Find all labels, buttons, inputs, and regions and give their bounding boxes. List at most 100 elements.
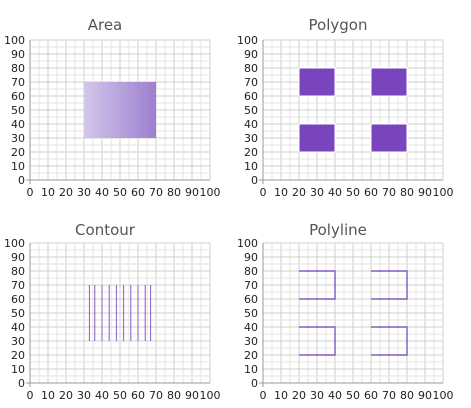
contour-ytick-label: 50 <box>11 307 25 320</box>
polygon-rect-3 <box>298 123 336 153</box>
contour-xtick-label: 30 <box>77 389 91 402</box>
polygon-ytick-label: 40 <box>244 118 258 131</box>
contour-ytick-label: 100 <box>4 237 25 250</box>
polyline-xtick-label: 100 <box>433 389 454 402</box>
contour-ytick-label: 0 <box>18 377 25 390</box>
polygon-ytick-label: 30 <box>244 132 258 145</box>
area-ytick-label: 40 <box>11 118 25 131</box>
area-xtick-label: 80 <box>167 186 181 199</box>
polygon-xtick-label: 20 <box>292 186 306 199</box>
contour-ytick-label: 10 <box>11 363 25 376</box>
polyline-ytick-label: 20 <box>244 349 258 362</box>
contour-ytick-label: 80 <box>11 265 25 278</box>
polyline-ytick-label: 60 <box>244 293 258 306</box>
contour-xtick-label: 80 <box>167 389 181 402</box>
polygon-rect-4 <box>370 123 408 153</box>
contour-ytick-label: 20 <box>11 349 25 362</box>
polygon-ytick-label: 80 <box>244 62 258 75</box>
polygon-ytick-label: 20 <box>244 146 258 159</box>
contour-xtick-label: 100 <box>200 389 221 402</box>
area-ytick-label: 90 <box>11 48 25 61</box>
contour-ytick-label: 90 <box>11 251 25 264</box>
area-xtick-label: 90 <box>185 186 199 199</box>
area-region <box>84 82 156 138</box>
polygon-xtick-label: 40 <box>328 186 342 199</box>
polygon-ytick-label: 10 <box>244 160 258 173</box>
polyline-chart-title: Polyline <box>309 221 367 239</box>
polygon-xtick-label: 30 <box>310 186 324 199</box>
polygon-xtick-label: 90 <box>418 186 432 199</box>
contour-xtick-label: 60 <box>131 389 145 402</box>
polyline-ytick-label: 30 <box>244 335 258 348</box>
polygon-xtick-label: 0 <box>260 186 267 199</box>
area-ytick-label: 30 <box>11 132 25 145</box>
contour-ytick-label: 30 <box>11 335 25 348</box>
area-ytick-label: 60 <box>11 90 25 103</box>
area-xtick-label: 30 <box>77 186 91 199</box>
area-ytick-label: 100 <box>4 34 25 47</box>
contour-xtick-label: 70 <box>149 389 163 402</box>
area-xtick-label: 50 <box>113 186 127 199</box>
polyline-gridlines <box>262 242 444 384</box>
contour-ytick-label: 70 <box>11 279 25 292</box>
area-xtick-label: 20 <box>59 186 73 199</box>
polyline-ytick-label: 100 <box>237 237 258 250</box>
polygon-rect-2 <box>370 67 408 97</box>
polyline-ytick-label: 70 <box>244 279 258 292</box>
polygon-rect-1 <box>298 67 336 97</box>
contour-xtick-label: 20 <box>59 389 73 402</box>
contour-ytick-label: 60 <box>11 293 25 306</box>
polygon-xtick-label: 80 <box>400 186 414 199</box>
polyline-ytick-label: 0 <box>251 377 258 390</box>
area-ytick-label: 70 <box>11 76 25 89</box>
polyline-xtick-label: 30 <box>310 389 324 402</box>
polyline-path-1 <box>299 270 336 300</box>
polyline-xtick-label: 20 <box>292 389 306 402</box>
contour-xtick-label: 0 <box>27 389 34 402</box>
contour-gridlines <box>29 242 211 384</box>
polyline-ytick-label: 10 <box>244 363 258 376</box>
area-gridlines <box>29 39 211 181</box>
area-ytick-label: 50 <box>11 104 25 117</box>
polyline-xtick-label: 90 <box>418 389 432 402</box>
contour-ytick-label: 40 <box>11 321 25 334</box>
area-xtick-label: 0 <box>27 186 34 199</box>
polyline-xtick-label: 50 <box>346 389 360 402</box>
polygon-ytick-label: 90 <box>244 48 258 61</box>
contour-xtick-label: 40 <box>95 389 109 402</box>
polyline-ytick-label: 90 <box>244 251 258 264</box>
polygon-xtick-label: 10 <box>274 186 288 199</box>
polygon-xtick-label: 50 <box>346 186 360 199</box>
polyline-path-3 <box>299 326 336 356</box>
contour-xtick-label: 50 <box>113 389 127 402</box>
area-xtick-label: 10 <box>41 186 55 199</box>
area-ytick-label: 80 <box>11 62 25 75</box>
polyline-xtick-label: 10 <box>274 389 288 402</box>
area-xtick-label: 100 <box>200 186 221 199</box>
polygon-ytick-label: 0 <box>251 174 258 187</box>
area-ytick-label: 0 <box>18 174 25 187</box>
polyline-ytick-label: 80 <box>244 265 258 278</box>
polygon-xtick-label: 70 <box>382 186 396 199</box>
polyline-xtick-label: 40 <box>328 389 342 402</box>
polygon-ytick-label: 60 <box>244 90 258 103</box>
polyline-path-2 <box>371 270 408 300</box>
area-chart-title: Area <box>87 16 123 34</box>
area-xtick-label: 60 <box>131 186 145 199</box>
area-xtick-label: 40 <box>95 186 109 199</box>
polygon-xtick-label: 60 <box>364 186 378 199</box>
contour-chart-title: Contour <box>75 221 135 239</box>
area-ytick-label: 20 <box>11 146 25 159</box>
polygon-ytick-label: 100 <box>237 34 258 47</box>
contour-xtick-label: 10 <box>41 389 55 402</box>
polyline-xtick-label: 70 <box>382 389 396 402</box>
polyline-xtick-label: 80 <box>400 389 414 402</box>
polyline-ytick-label: 40 <box>244 321 258 334</box>
area-xtick-label: 70 <box>149 186 163 199</box>
polygon-ytick-label: 50 <box>244 104 258 117</box>
polyline-xtick-label: 0 <box>260 389 267 402</box>
